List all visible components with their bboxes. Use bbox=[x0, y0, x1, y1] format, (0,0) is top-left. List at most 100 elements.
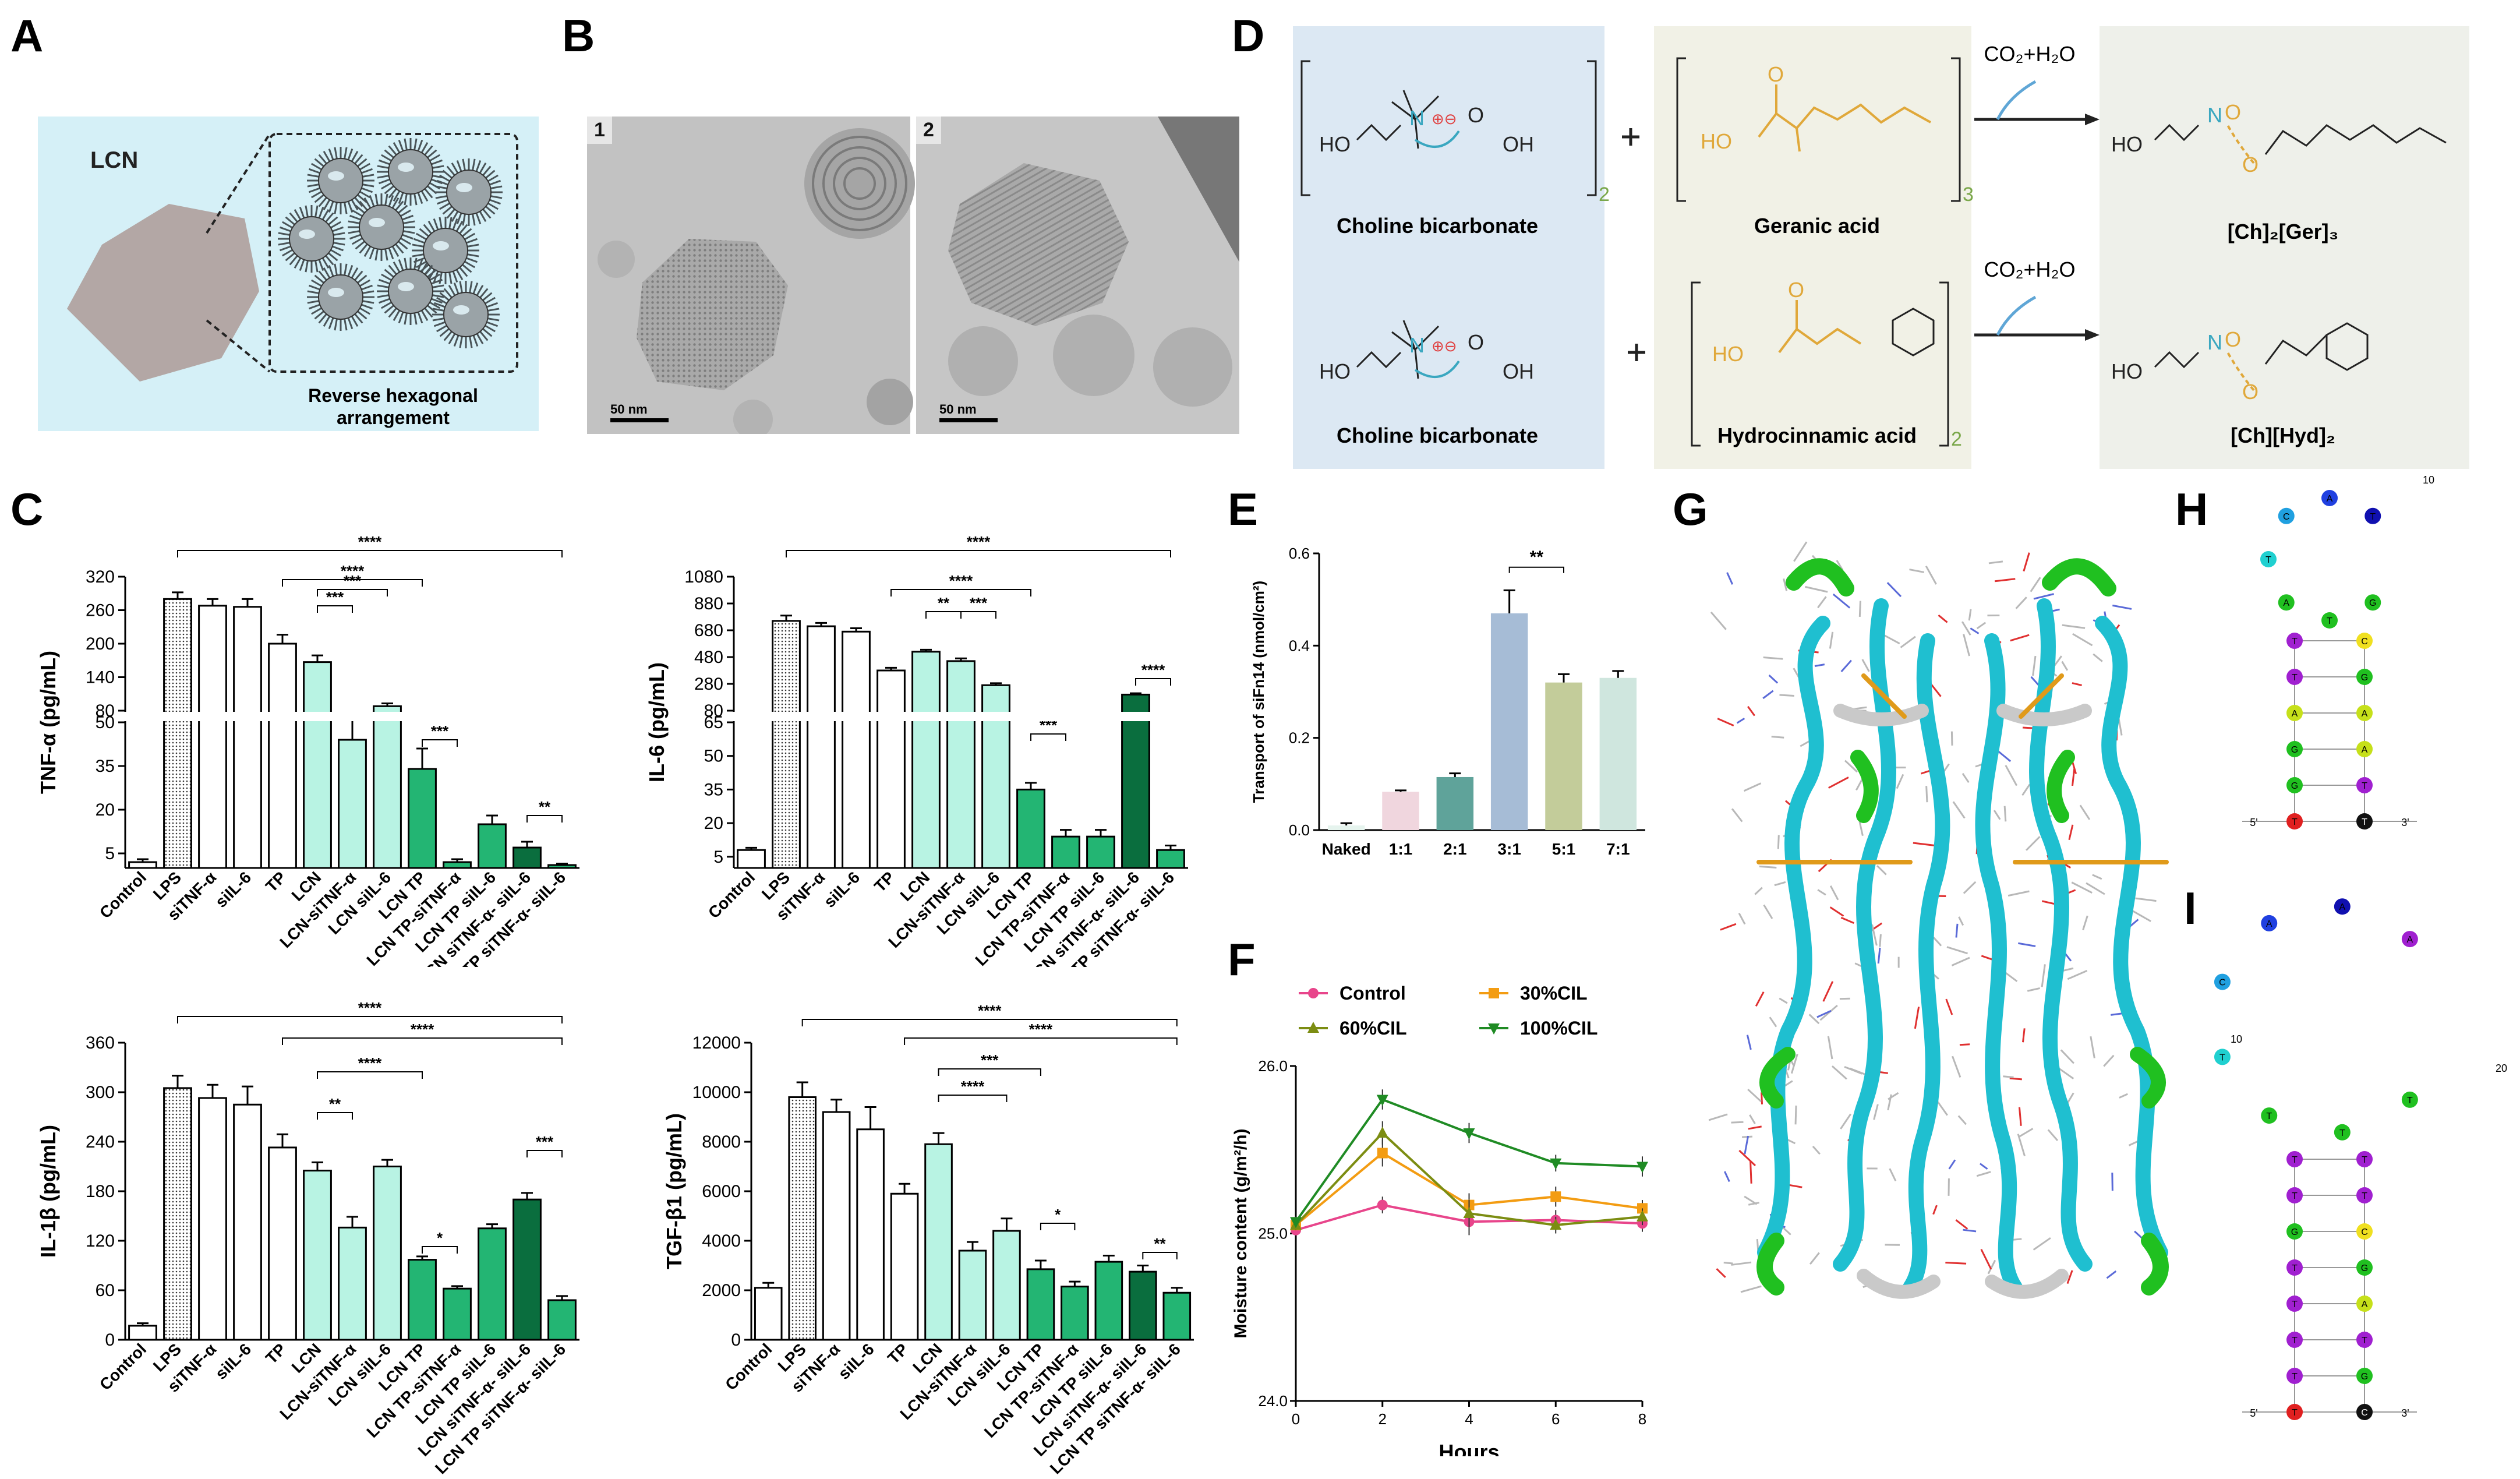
significance-bracket bbox=[177, 1016, 563, 1023]
sidechain-stick bbox=[1814, 663, 1825, 668]
x-tick-label: Control bbox=[96, 1340, 150, 1393]
lipid-tail bbox=[395, 243, 404, 254]
bar bbox=[233, 606, 262, 869]
lipid-tail bbox=[429, 273, 440, 281]
significance-bracket bbox=[526, 1150, 563, 1157]
lcn-cylinder bbox=[377, 138, 444, 206]
sidechain-stick bbox=[1812, 1145, 1821, 1155]
sidechain-stick bbox=[1817, 596, 1827, 609]
marker-triangle-down bbox=[1488, 1023, 1500, 1035]
y-axis-label: TGF-β1 (pg/mL) bbox=[662, 1113, 686, 1269]
sidechain-stick bbox=[2079, 804, 2091, 820]
sidechain-stick bbox=[1980, 1248, 1992, 1270]
sidechain-stick bbox=[1937, 1101, 1948, 1116]
panel-label-i: I bbox=[2184, 883, 2197, 934]
o-label-hydro: O bbox=[1788, 278, 1804, 302]
lipid-tail bbox=[485, 296, 496, 305]
significance-label: ** bbox=[329, 1095, 341, 1113]
marker-triangle-up bbox=[1376, 1127, 1388, 1138]
ho-label-geranic: HO bbox=[1701, 129, 1732, 153]
nucleotide bbox=[2321, 612, 2338, 629]
nucleotide bbox=[2356, 777, 2373, 793]
bar bbox=[822, 1111, 851, 1341]
lipid-tail bbox=[455, 221, 464, 232]
sidechain-stick bbox=[1913, 842, 1936, 847]
lipid-tail bbox=[325, 212, 334, 223]
y-axis-label: Transport of siFn14 (nmol/cm²) bbox=[1250, 581, 1267, 803]
sidechain-stick bbox=[1994, 578, 2016, 583]
lipid-tail bbox=[443, 288, 453, 298]
sidechain-stick bbox=[1889, 1168, 1897, 1181]
nucleotide bbox=[2261, 915, 2278, 931]
sidechain-stick bbox=[1873, 1104, 1879, 1120]
x-tick-label: 7:1 bbox=[1606, 840, 1630, 858]
x-tick-label: siIL-6 bbox=[821, 868, 864, 911]
nucleotide bbox=[2356, 705, 2373, 721]
x-tick-label: TP bbox=[262, 868, 289, 895]
panel-label-a: A bbox=[10, 10, 44, 61]
lipid-tail bbox=[402, 234, 414, 240]
lipid-tail bbox=[403, 220, 415, 224]
sidechain-stick bbox=[1952, 801, 1966, 819]
significance-label: **** bbox=[358, 533, 382, 550]
significance-label: **** bbox=[1029, 1021, 1053, 1038]
sidechain-stick bbox=[1783, 578, 1788, 591]
lipid-tail bbox=[398, 312, 404, 324]
lipid-tail bbox=[417, 259, 423, 271]
y-tick-label: 20 bbox=[704, 814, 723, 833]
lipid-tail bbox=[334, 319, 338, 331]
lipid-tail bbox=[361, 187, 373, 193]
legend-label: 100%CIL bbox=[1520, 1018, 1597, 1039]
lipid-tail bbox=[307, 300, 319, 304]
lipid-tail bbox=[377, 165, 389, 169]
marker-square bbox=[1377, 1148, 1388, 1159]
significance-bracket bbox=[1135, 678, 1171, 686]
lipid-tail bbox=[398, 259, 404, 271]
sidechain-stick bbox=[2033, 593, 2054, 600]
lipid-tail bbox=[318, 206, 324, 218]
lipid-tail bbox=[388, 264, 397, 275]
sidechain-stick bbox=[1828, 776, 1849, 789]
significance-bracket bbox=[422, 1246, 458, 1254]
panel-label-h: H bbox=[2175, 483, 2208, 535]
lipid-tail bbox=[412, 253, 424, 257]
lipid-tail bbox=[479, 331, 489, 341]
lipid-tail bbox=[435, 195, 447, 199]
lipid-tail bbox=[344, 263, 348, 276]
y-tick-label: 26.0 bbox=[1258, 1057, 1288, 1075]
nucleotide bbox=[2356, 669, 2373, 685]
sidechain-stick bbox=[2106, 1270, 2117, 1279]
nucleotide-letter: A bbox=[2362, 1300, 2368, 1309]
marker-triangle-down bbox=[1290, 1217, 1302, 1229]
lipid-tail bbox=[308, 187, 320, 193]
channel-highlight bbox=[456, 183, 472, 192]
nucleotide-letter: T bbox=[2292, 673, 2298, 683]
chart-tgf-beta1: 0 2000 4000 6000 8000 10000 12000 TGF-β1 (pg/mL… bbox=[662, 1002, 1194, 1477]
bar bbox=[1436, 776, 1474, 830]
sidechain-stick bbox=[1963, 634, 1970, 656]
lipid-tail bbox=[311, 279, 322, 287]
lipid-tail bbox=[427, 149, 437, 158]
bar bbox=[373, 705, 402, 869]
lipid-tail bbox=[279, 226, 291, 232]
nucleotide bbox=[2260, 551, 2277, 567]
lipid-tail bbox=[451, 163, 459, 174]
bar bbox=[737, 849, 766, 869]
channel-highlight bbox=[453, 305, 469, 315]
lipid-tail bbox=[442, 170, 453, 179]
sidechain-stick bbox=[1909, 569, 1925, 573]
lipid-tail bbox=[436, 179, 448, 186]
sidechain-stick bbox=[1979, 1163, 1988, 1170]
sidechain-stick bbox=[1724, 1171, 1730, 1183]
sidechain-stick bbox=[2131, 909, 2151, 922]
scale-bar-1: 50 nm bbox=[610, 402, 669, 422]
nucleotide-letter: T bbox=[2362, 1191, 2367, 1201]
nucleotide bbox=[2286, 813, 2303, 829]
sidechain-stick bbox=[2063, 967, 2074, 972]
lipid-tail bbox=[424, 264, 433, 275]
lipid-tail bbox=[467, 253, 479, 257]
sidechain-stick bbox=[2093, 653, 2103, 662]
lipid-tail bbox=[378, 278, 390, 285]
lipid-tail bbox=[328, 148, 334, 160]
nucleotide bbox=[2356, 633, 2373, 649]
